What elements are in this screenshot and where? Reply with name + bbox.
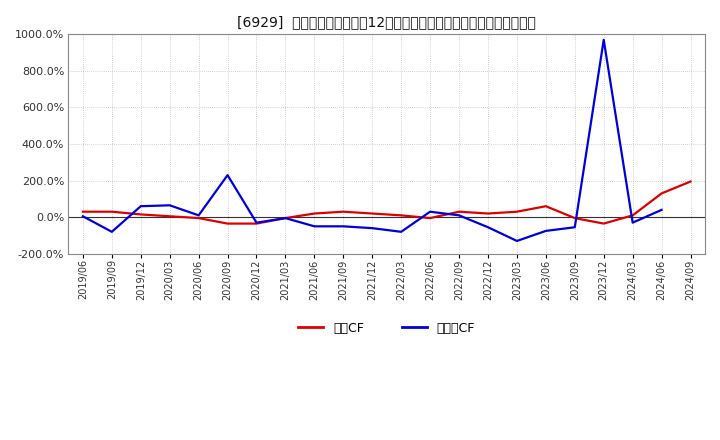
営業CF [600, 221, 608, 226]
営業CF [310, 211, 319, 216]
営業CF [339, 209, 348, 214]
フリーCF [166, 203, 174, 208]
営業CF [629, 213, 637, 218]
フリーCF [484, 224, 492, 230]
フリーCF [600, 37, 608, 42]
営業CF [107, 209, 116, 214]
フリーCF [570, 224, 579, 230]
フリーCF [310, 224, 319, 229]
Line: フリーCF: フリーCF [83, 40, 662, 241]
フリーCF [107, 229, 116, 235]
フリーCF [541, 228, 550, 234]
営業CF [252, 221, 261, 226]
営業CF [281, 216, 289, 221]
フリーCF [426, 209, 434, 214]
営業CF [194, 216, 203, 221]
営業CF [686, 179, 695, 184]
営業CF [368, 211, 377, 216]
Line: 営業CF: 営業CF [83, 182, 690, 224]
営業CF [570, 216, 579, 221]
営業CF [657, 191, 666, 196]
営業CF [136, 212, 145, 217]
フリーCF [339, 224, 348, 229]
営業CF [223, 221, 232, 226]
営業CF [426, 216, 434, 221]
フリーCF [78, 214, 87, 219]
フリーCF [513, 238, 521, 244]
営業CF [78, 209, 87, 214]
フリーCF [455, 213, 464, 218]
フリーCF [657, 207, 666, 213]
フリーCF [281, 216, 289, 221]
営業CF [166, 214, 174, 219]
フリーCF [252, 220, 261, 225]
フリーCF [368, 226, 377, 231]
営業CF [541, 204, 550, 209]
営業CF [397, 213, 405, 218]
フリーCF [223, 172, 232, 178]
フリーCF [397, 229, 405, 235]
営業CF [484, 211, 492, 216]
フリーCF [629, 220, 637, 225]
Legend: 営業CF, フリーCF: 営業CF, フリーCF [293, 317, 480, 340]
フリーCF [194, 213, 203, 218]
営業CF [455, 209, 464, 214]
フリーCF [136, 204, 145, 209]
営業CF [513, 209, 521, 214]
Title: [6929]  キャッシュフローの12か月移動合計の対前年同期増減率の推移: [6929] キャッシュフローの12か月移動合計の対前年同期増減率の推移 [238, 15, 536, 29]
